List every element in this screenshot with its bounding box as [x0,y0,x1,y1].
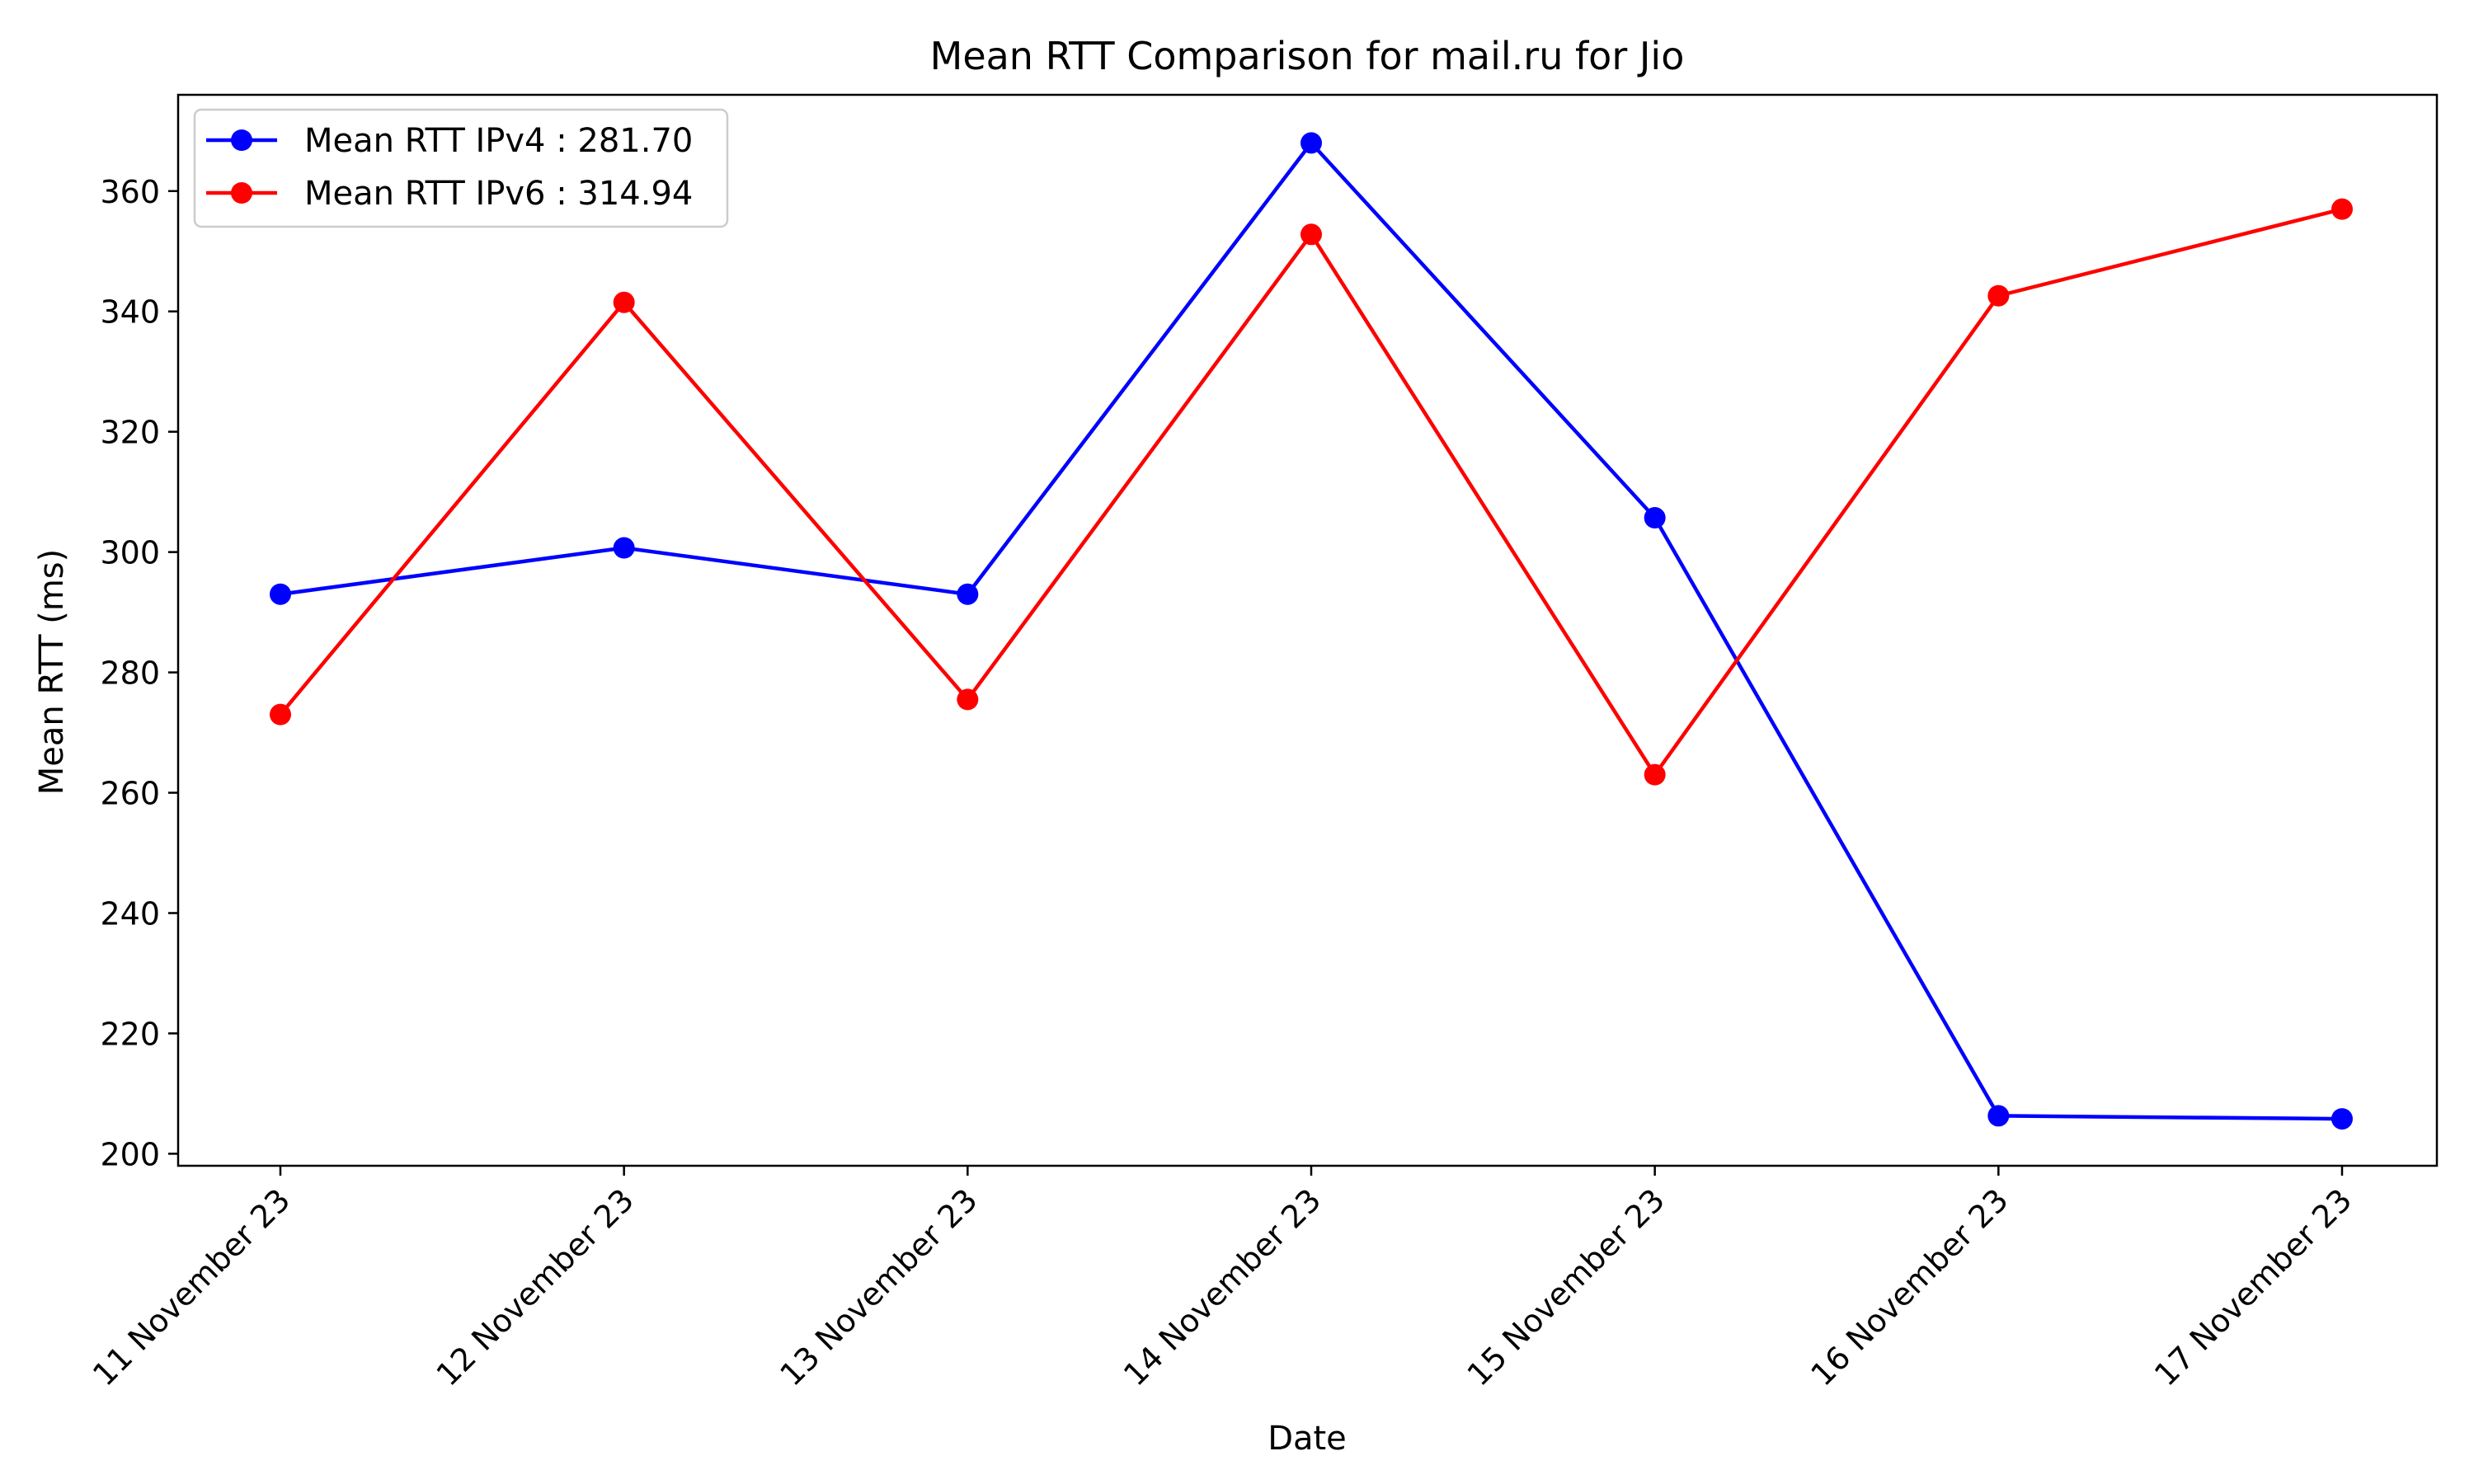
data-point [1644,763,1666,786]
data-point [270,583,291,605]
data-point [1300,132,1322,154]
y-tick-label: 240 [100,895,160,932]
data-point [270,703,291,726]
plot-frame [176,93,2439,1167]
data-point [957,688,979,711]
legend-marker [231,129,252,151]
y-tick-label: 200 [100,1136,160,1172]
x-tick-label: 14 November 23 [1117,1181,1328,1392]
data-point [957,583,979,605]
x-tick-label: 16 November 23 [1804,1181,2015,1392]
y-tick-label: 340 [100,294,160,331]
y-tick-label: 280 [100,655,160,692]
x-tick-label: 13 November 23 [773,1181,984,1392]
y-tick-label: 260 [100,776,160,812]
data-point [1644,507,1666,529]
y-tick-label: 300 [100,535,160,571]
legend-marker [231,182,252,204]
chart-legend: Mean RTT IPv4 : 281.70 Mean RTT IPv6 : 31… [193,108,729,228]
x-axis-label: Date [1268,1420,1347,1458]
y-tick-label: 360 [100,174,160,210]
legend-label: Mean RTT IPv6 : 314.94 [304,175,693,213]
x-tick-label: 12 November 23 [430,1181,641,1392]
series-line [278,141,2345,1121]
data-point [613,291,635,313]
data-point [1987,284,2010,307]
plot-area: 200 220 240 260 280 300 320 340 360 11 November 2… [86,93,2439,1393]
data-point [2331,1108,2353,1130]
x-tick-label: 15 November 23 [1460,1181,1672,1392]
legend-box [193,108,729,228]
y-tick-label: 320 [100,415,160,451]
data-point [2331,198,2353,220]
series-line [278,207,2345,777]
data-point [1300,223,1322,246]
legend-label: Mean RTT IPv4 : 281.70 [304,122,693,160]
x-tick-label: 17 November 23 [2147,1181,2359,1392]
chart-title: Mean RTT Comparison for mail.ru for Jio [930,34,1685,78]
y-tick-label: 220 [100,1016,160,1052]
data-point [1987,1105,2010,1127]
y-axis-label: Mean RTT (ms) [33,549,71,795]
data-point [613,537,635,559]
x-tick-label: 11 November 23 [86,1181,297,1392]
